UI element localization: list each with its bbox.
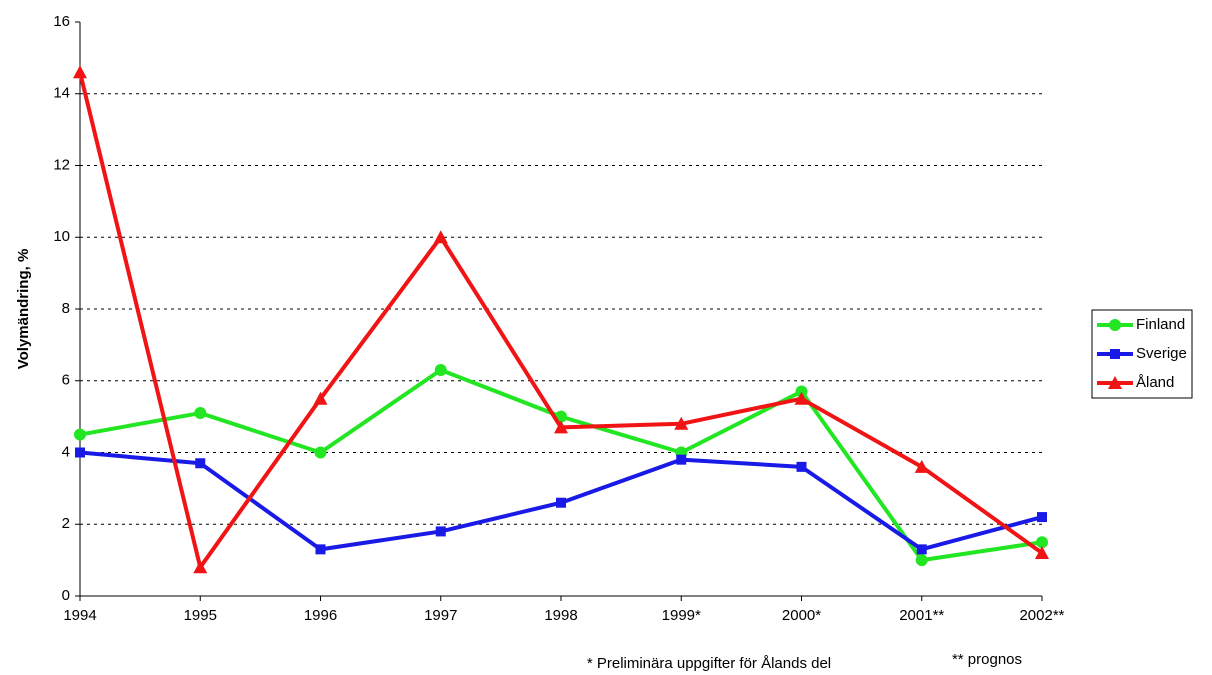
y-tick-label: 16 [53, 13, 70, 30]
marker [1035, 545, 1049, 559]
marker [1108, 376, 1122, 389]
marker [1110, 349, 1120, 359]
x-tick-label: 1997 [424, 607, 457, 624]
marker [795, 385, 808, 398]
marker [796, 461, 807, 472]
marker [434, 363, 447, 376]
x-tick-label: 1996 [304, 607, 337, 624]
marker [915, 554, 928, 567]
y-axis-label: Volymändring, % [15, 249, 32, 370]
marker [194, 407, 207, 420]
y-tick-label: 14 [53, 85, 70, 102]
legend-label: Finland [1136, 316, 1185, 333]
legend-label: Sverige [1136, 345, 1187, 362]
x-tick-label: 1995 [184, 607, 217, 624]
y-tick-label: 4 [62, 443, 70, 460]
y-tick-label: 0 [62, 587, 70, 604]
marker [73, 65, 87, 79]
marker [1037, 512, 1047, 523]
annotation: * Preliminära uppgifter för Ålands del [587, 655, 831, 672]
marker [676, 454, 687, 465]
marker [556, 497, 566, 508]
marker [75, 447, 85, 458]
line [78, 71, 1044, 570]
marker [74, 428, 86, 441]
x-tick-label: 2002** [1019, 607, 1064, 624]
marker [554, 420, 568, 434]
x-tick-label: 1994 [63, 607, 96, 624]
marker [193, 560, 208, 574]
marker [195, 458, 206, 469]
x-tick-label: 2000* [782, 607, 821, 624]
y-tick-label: 10 [53, 228, 70, 245]
marker [916, 544, 927, 555]
x-tick-label: 2001** [899, 607, 944, 624]
x-tick-label: 1998 [544, 607, 577, 624]
x-tick-label: 1999* [662, 607, 701, 624]
marker [914, 459, 929, 473]
y-tick-label: 6 [62, 372, 70, 389]
marker [314, 446, 327, 459]
y-tick-label: 8 [62, 300, 70, 317]
legend-label: Åland [1136, 374, 1174, 391]
marker [674, 416, 689, 430]
marker [1036, 536, 1048, 549]
annotation: ** prognos [952, 651, 1022, 668]
marker [435, 526, 446, 537]
marker [313, 391, 328, 405]
marker [794, 391, 809, 405]
y-tick-label: 2 [62, 515, 70, 532]
marker [433, 230, 448, 244]
marker [1109, 319, 1121, 331]
marker [315, 544, 326, 555]
y-tick-label: 12 [53, 156, 70, 173]
